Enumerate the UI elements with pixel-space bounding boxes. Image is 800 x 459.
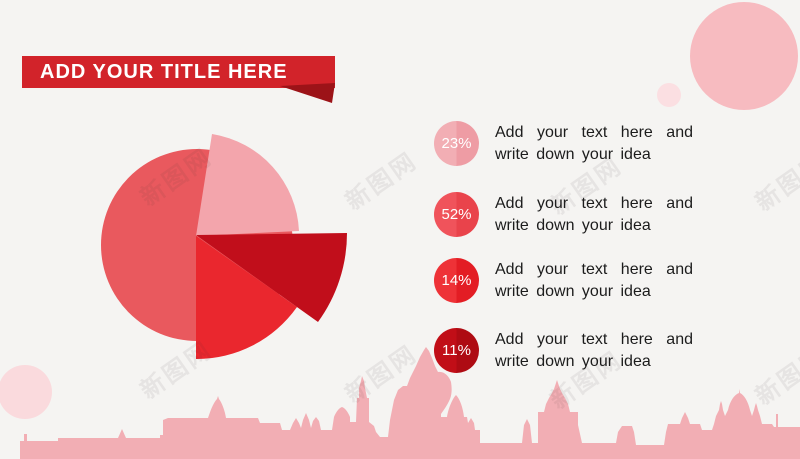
pie-chart (101, 134, 347, 360)
percent-badge: 11% (434, 328, 479, 373)
stat-text-line1: Add your text here and (495, 330, 693, 348)
stat-text-line2: write down your idea (495, 145, 651, 163)
pie-slice-11 (196, 233, 347, 322)
decor-circle-bottom-left (0, 365, 52, 419)
pie-slice-14 (196, 236, 297, 360)
percent-value: 23% (441, 135, 472, 152)
percent-badge: 23% (434, 121, 479, 166)
stat-row: 11% Add your text here and write down yo… (434, 328, 693, 373)
stat-text: Add your text here and write down your i… (495, 259, 693, 303)
stat-row: 52% Add your text here and write down yo… (434, 192, 693, 237)
stat-text: Add your text here and write down your i… (495, 122, 693, 166)
stat-text: Add your text here and write down your i… (495, 193, 693, 237)
stat-text-line2: write down your idea (495, 216, 651, 234)
page-title: ADD YOUR TITLE HERE (40, 61, 288, 83)
pie-slice-23 (196, 134, 299, 236)
stat-text-line1: Add your text here and (495, 260, 693, 278)
percent-value: 11% (442, 342, 471, 359)
stat-row: 23% Add your text here and write down yo… (434, 121, 693, 166)
city-skyline-silhouette (20, 347, 800, 459)
percent-badge: 52% (434, 192, 479, 237)
percent-value: 52% (441, 206, 472, 223)
decor-circle-small (657, 83, 681, 107)
percent-value: 14% (441, 272, 472, 289)
stat-text-line2: write down your idea (495, 352, 651, 370)
percent-badge: 14% (434, 258, 479, 303)
decor-circle-top-right (690, 2, 798, 110)
title-banner-band: ADD YOUR TITLE HERE (22, 56, 335, 88)
stat-text-line2: write down your idea (495, 282, 651, 300)
stat-row: 14% Add your text here and write down yo… (434, 258, 693, 303)
stat-text: Add your text here and write down your i… (495, 329, 693, 373)
stat-text-line1: Add your text here and (495, 123, 693, 141)
title-banner-fold (280, 83, 335, 103)
stat-text-line1: Add your text here and (495, 194, 693, 212)
title-banner: ADD YOUR TITLE HERE (22, 56, 362, 106)
